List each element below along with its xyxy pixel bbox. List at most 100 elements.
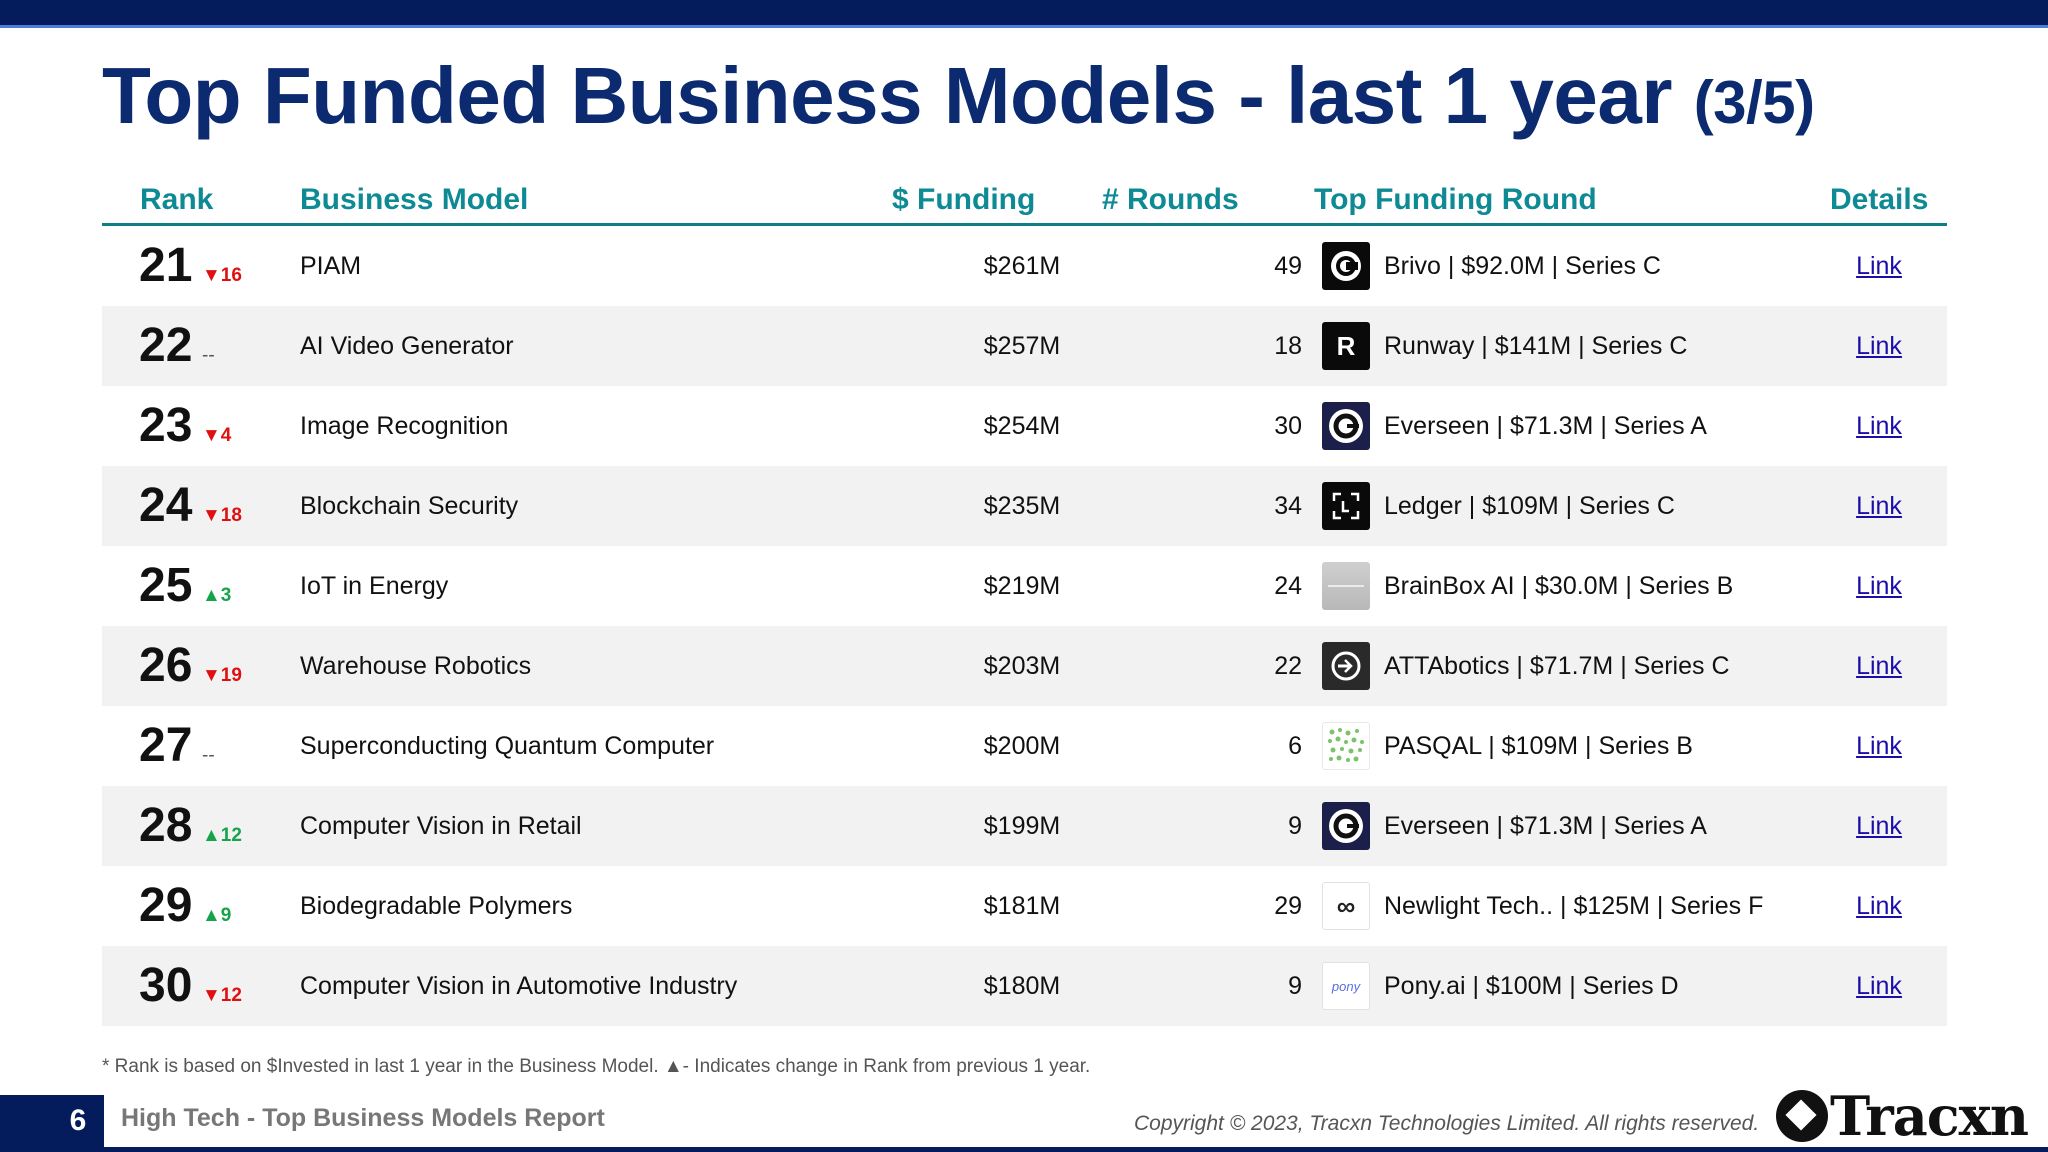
tracxn-mark-icon bbox=[1776, 1090, 1828, 1142]
pasqal-logo-icon bbox=[1322, 722, 1370, 770]
funding-amount: $181M bbox=[983, 892, 1061, 920]
funding-amount: $200M bbox=[983, 732, 1061, 760]
page-number: 6 bbox=[69, 1104, 87, 1137]
newlight-logo-icon: ∞ bbox=[1322, 882, 1370, 930]
top-funding-round: Brivo | $92.0M | Series C bbox=[1384, 252, 1661, 280]
details-link[interactable]: Link bbox=[1856, 732, 1902, 760]
rounds-count: 22 bbox=[1274, 652, 1302, 680]
business-model-table: 21 ▼16 PIAM $261M 49 Brivo | $92.0M | Se… bbox=[102, 226, 1947, 1026]
rank-number: 30 bbox=[139, 959, 193, 1012]
copyright-notice: Copyright © 2023, Tracxn Technologies Li… bbox=[1134, 1112, 1760, 1135]
rank-number: 28 bbox=[139, 799, 193, 852]
rounds-count: 18 bbox=[1274, 332, 1302, 360]
brainbox-logo-icon bbox=[1322, 562, 1370, 610]
brand-name: Tracxn bbox=[1830, 1084, 2029, 1148]
rounds-count: 30 bbox=[1274, 412, 1302, 440]
business-model-name: IoT in Energy bbox=[300, 572, 449, 600]
ledger-logo-icon bbox=[1322, 482, 1370, 530]
rounds-count: 34 bbox=[1274, 492, 1302, 520]
details-link[interactable]: Link bbox=[1856, 252, 1902, 280]
rank-change: ▼19 bbox=[202, 665, 242, 686]
rank-number: 24 bbox=[139, 479, 193, 532]
tracxn-brand-logo: Tracxn bbox=[1776, 1084, 2029, 1148]
rank-number: 25 bbox=[139, 559, 193, 612]
funding-amount: $257M bbox=[983, 332, 1061, 360]
rank-number: 29 bbox=[139, 879, 193, 932]
table-row: 24 ▼18 Blockchain Security $235M 34 Ledg… bbox=[102, 466, 1947, 546]
runway-logo-letter: R bbox=[1336, 330, 1356, 361]
table-row: 27 -- Superconducting Quantum Computer $… bbox=[102, 706, 1947, 786]
rounds-count: 24 bbox=[1274, 572, 1302, 600]
funding-amount: $254M bbox=[983, 412, 1061, 440]
business-model-name: Image Recognition bbox=[300, 412, 509, 440]
top-funding-round: BrainBox AI | $30.0M | Series B bbox=[1384, 572, 1734, 600]
business-model-name: AI Video Generator bbox=[300, 332, 514, 360]
top-funding-round: Everseen | $71.3M | Series A bbox=[1384, 812, 1707, 840]
rank-change: ▼18 bbox=[202, 505, 242, 526]
rounds-count: 29 bbox=[1274, 892, 1302, 920]
business-model-name: Computer Vision in Automotive Industry bbox=[300, 972, 738, 1000]
details-link[interactable]: Link bbox=[1856, 412, 1902, 440]
details-link[interactable]: Link bbox=[1856, 572, 1902, 600]
everseen-logo-icon bbox=[1322, 402, 1370, 450]
rank-number: 23 bbox=[139, 399, 193, 452]
top-banner-bar bbox=[0, 0, 2048, 25]
funding-amount: $203M bbox=[983, 652, 1061, 680]
details-link[interactable]: Link bbox=[1856, 972, 1902, 1000]
rank-change: ▼4 bbox=[202, 425, 232, 446]
table-row: 30 ▼12 Computer Vision in Automotive Ind… bbox=[102, 946, 1947, 1026]
page-title: Top Funded Business Models - last 1 year… bbox=[102, 50, 1815, 142]
brivo-logo-icon bbox=[1322, 242, 1370, 290]
rank-change: ▲3 bbox=[202, 585, 232, 606]
rank-change: -- bbox=[202, 345, 215, 366]
rank-change: -- bbox=[202, 745, 215, 766]
rounds-count: 9 bbox=[1288, 812, 1302, 840]
top-funding-round: PASQAL | $109M | Series B bbox=[1384, 732, 1693, 760]
table-row: 22 -- AI Video Generator $257M 18 R Runw… bbox=[102, 306, 1947, 386]
newlight-logo-glyph: ∞ bbox=[1336, 890, 1356, 921]
rank-number: 21 bbox=[139, 239, 193, 292]
business-model-name: Superconducting Quantum Computer bbox=[300, 732, 715, 760]
table-row: 25 ▲3 IoT in Energy $219M 24 BrainBox AI… bbox=[102, 546, 1947, 626]
rounds-count: 49 bbox=[1274, 252, 1302, 280]
top-funding-round: Newlight Tech.. | $125M | Series F bbox=[1384, 892, 1764, 920]
details-link[interactable]: Link bbox=[1856, 812, 1902, 840]
top-funding-round: ATTAbotics | $71.7M | Series C bbox=[1384, 652, 1730, 680]
header-rank: Rank bbox=[140, 183, 214, 216]
page-number-box: 6 bbox=[0, 1095, 104, 1147]
rank-change: ▲12 bbox=[202, 825, 242, 846]
table-row: 23 ▼4 Image Recognition $254M 30 Eversee… bbox=[102, 386, 1947, 466]
business-model-name: PIAM bbox=[300, 252, 362, 280]
attabotics-logo-icon bbox=[1322, 642, 1370, 690]
header-business-model: Business Model bbox=[300, 183, 529, 216]
rank-change: ▼16 bbox=[202, 265, 242, 286]
top-funding-round: Ledger | $109M | Series C bbox=[1384, 492, 1675, 520]
rank-number: 27 bbox=[139, 719, 193, 772]
runway-logo-icon: R bbox=[1322, 322, 1370, 370]
funding-amount: $261M bbox=[983, 252, 1061, 280]
bottom-bar bbox=[0, 1147, 2048, 1152]
top-funding-round: Runway | $141M | Series C bbox=[1384, 332, 1688, 360]
table-row: 29 ▲9 Biodegradable Polymers $181M 29 ∞ … bbox=[102, 866, 1947, 946]
details-link[interactable]: Link bbox=[1856, 652, 1902, 680]
table-row: 28 ▲12 Computer Vision in Retail $199M 9… bbox=[102, 786, 1947, 866]
header-top-funding-round: Top Funding Round bbox=[1314, 183, 1597, 216]
funding-amount: $180M bbox=[983, 972, 1061, 1000]
everseen-logo-icon bbox=[1322, 802, 1370, 850]
business-model-name: Biodegradable Polymers bbox=[300, 892, 573, 920]
page-title-part-indicator: (3/5) bbox=[1693, 69, 1815, 136]
rank-number: 26 bbox=[139, 639, 193, 692]
pony-logo-icon: pony bbox=[1322, 962, 1370, 1010]
table-header: Rank Business Model $ Funding # Rounds T… bbox=[102, 183, 1947, 226]
details-link[interactable]: Link bbox=[1856, 492, 1902, 520]
details-link[interactable]: Link bbox=[1856, 332, 1902, 360]
table-row: 21 ▼16 PIAM $261M 49 Brivo | $92.0M | Se… bbox=[102, 226, 1947, 306]
rank-change: ▲9 bbox=[202, 905, 232, 926]
rounds-count: 6 bbox=[1288, 732, 1302, 760]
funding-amount: $219M bbox=[983, 572, 1061, 600]
header-funding: $ Funding bbox=[892, 183, 1036, 216]
business-model-name: Computer Vision in Retail bbox=[300, 812, 582, 840]
details-link[interactable]: Link bbox=[1856, 892, 1902, 920]
rounds-count: 9 bbox=[1288, 972, 1302, 1000]
header-rounds: # Rounds bbox=[1102, 183, 1239, 216]
